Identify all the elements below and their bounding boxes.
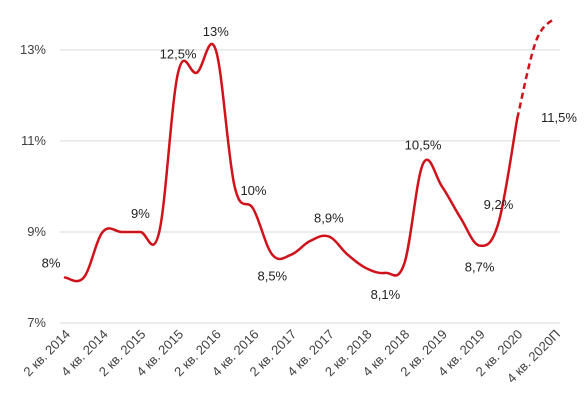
y-axis: 7% 9% 11% 13%	[20, 42, 46, 330]
y-tick-label: 9%	[27, 224, 46, 239]
data-label: 8%	[42, 255, 61, 270]
forecast-line	[516, 17, 556, 119]
data-label: 8,7%	[465, 260, 495, 275]
data-label: 13%	[203, 24, 229, 39]
data-label: 10,5%	[405, 138, 442, 153]
data-label: 8,9%	[314, 211, 344, 226]
data-label: 10%	[240, 183, 266, 198]
series-line	[63, 42, 519, 283]
data-label: 11,5%	[541, 110, 577, 125]
gridlines	[60, 49, 560, 324]
y-tick-label: 13%	[20, 42, 46, 57]
data-labels: 8% 9% 12,5% 13% 10% 8,5% 8,9% 8,1% 10,5% 8,7% 9,2%…	[42, 24, 578, 302]
y-tick-label: 11%	[21, 133, 46, 148]
data-label: 8,5%	[257, 269, 287, 284]
data-label: 12,5%	[160, 47, 197, 62]
data-label: 8,1%	[371, 287, 401, 302]
data-label: 9,2%	[484, 197, 514, 212]
series-layer	[63, 17, 556, 283]
y-tick-label: 7%	[27, 315, 46, 330]
data-label: 9%	[131, 206, 150, 221]
